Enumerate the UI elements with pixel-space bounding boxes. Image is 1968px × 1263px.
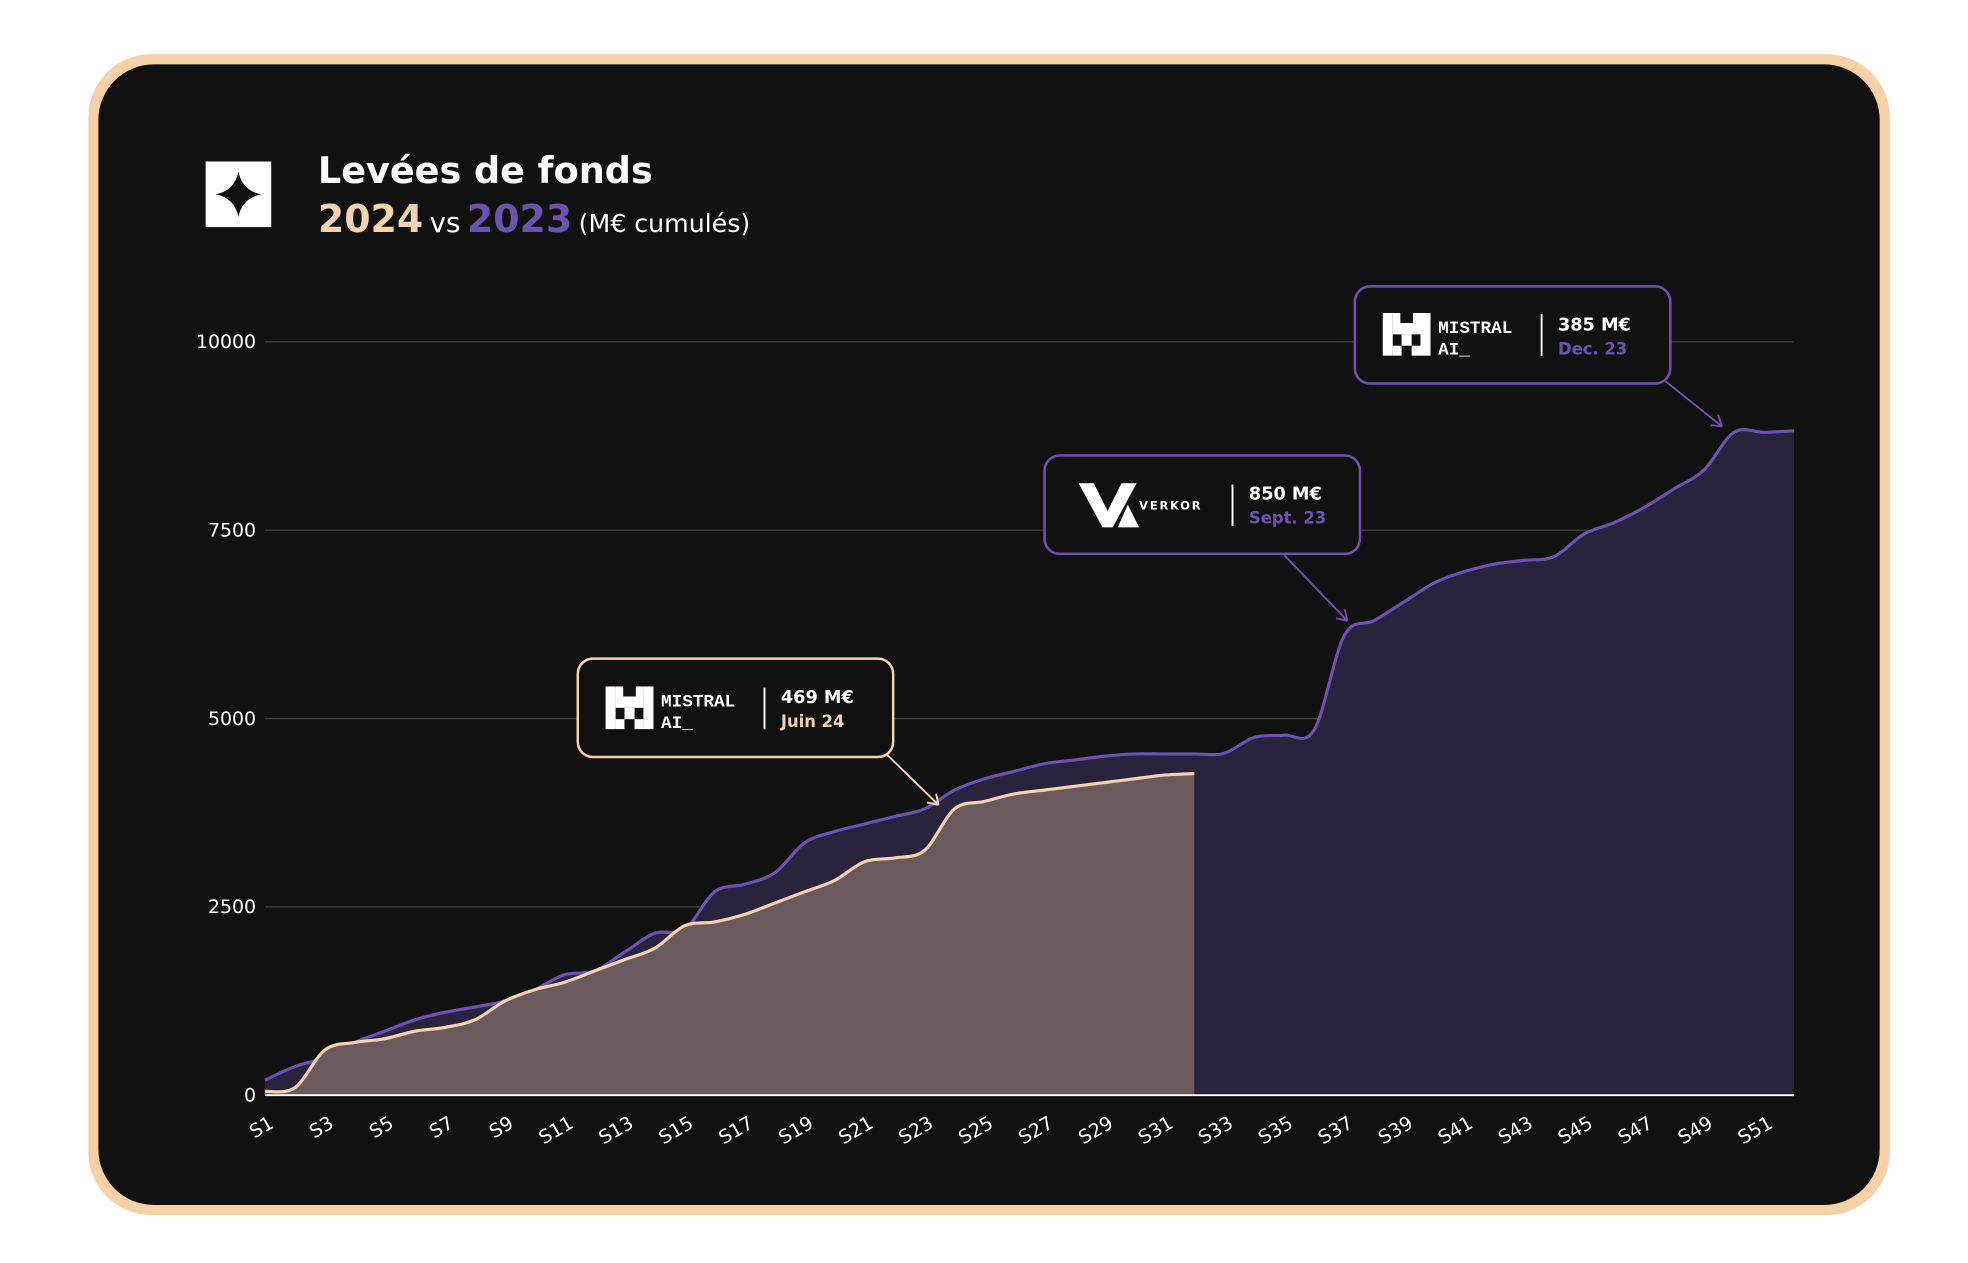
arrow bbox=[1664, 380, 1723, 428]
amount: 850 M€ bbox=[1249, 485, 1322, 505]
subtitle-join: vs bbox=[430, 206, 461, 239]
y-tick-label: 10000 bbox=[196, 331, 256, 353]
logo-text: VERKOR bbox=[1139, 499, 1202, 513]
subtitle: 2024 vs 2023 (M€ cumulés) bbox=[318, 197, 750, 241]
arrow bbox=[1283, 554, 1349, 622]
amount: 385 M€ bbox=[1558, 316, 1631, 336]
arrow bbox=[886, 753, 940, 806]
subtitle-year: 2024 bbox=[318, 197, 423, 241]
y-tick-label: 5000 bbox=[208, 708, 256, 730]
logo-text: MISTRAL bbox=[661, 693, 735, 713]
area bbox=[264, 429, 1794, 1096]
logo-text: AI_ bbox=[661, 714, 693, 734]
area bbox=[264, 773, 1195, 1096]
callout: VERKOR 850 M€ Sept. 23 bbox=[1043, 454, 1362, 622]
logo-text: MISTRAL bbox=[1438, 319, 1512, 339]
subtitle-unit: (M€ cumulés) bbox=[579, 209, 751, 238]
callout-box bbox=[1353, 285, 1672, 385]
callout: MISTRAL AI_ 385 M€ Dec. 23 bbox=[1353, 285, 1723, 428]
callout-box bbox=[1043, 454, 1362, 556]
logo-icon bbox=[1078, 483, 1140, 528]
callout-box bbox=[576, 657, 895, 759]
line bbox=[264, 771, 1195, 1094]
icon-star bbox=[215, 171, 262, 218]
date: Sept. 23 bbox=[1249, 509, 1326, 528]
date: Dec. 23 bbox=[1558, 340, 1627, 359]
y-tick-label: 0 bbox=[244, 1084, 256, 1106]
chart-title: Levées de fonds bbox=[318, 149, 653, 192]
callout: MISTRAL AI_ 469 M€ Juin 24 bbox=[576, 657, 940, 806]
y-tick-label: 7500 bbox=[208, 520, 256, 542]
y-tick-label: 2500 bbox=[208, 896, 256, 918]
logo-text: AI_ bbox=[1438, 341, 1470, 361]
subtitle-year: 2023 bbox=[467, 197, 572, 241]
date: Juin 24 bbox=[780, 712, 845, 731]
amount: 469 M€ bbox=[781, 688, 854, 708]
